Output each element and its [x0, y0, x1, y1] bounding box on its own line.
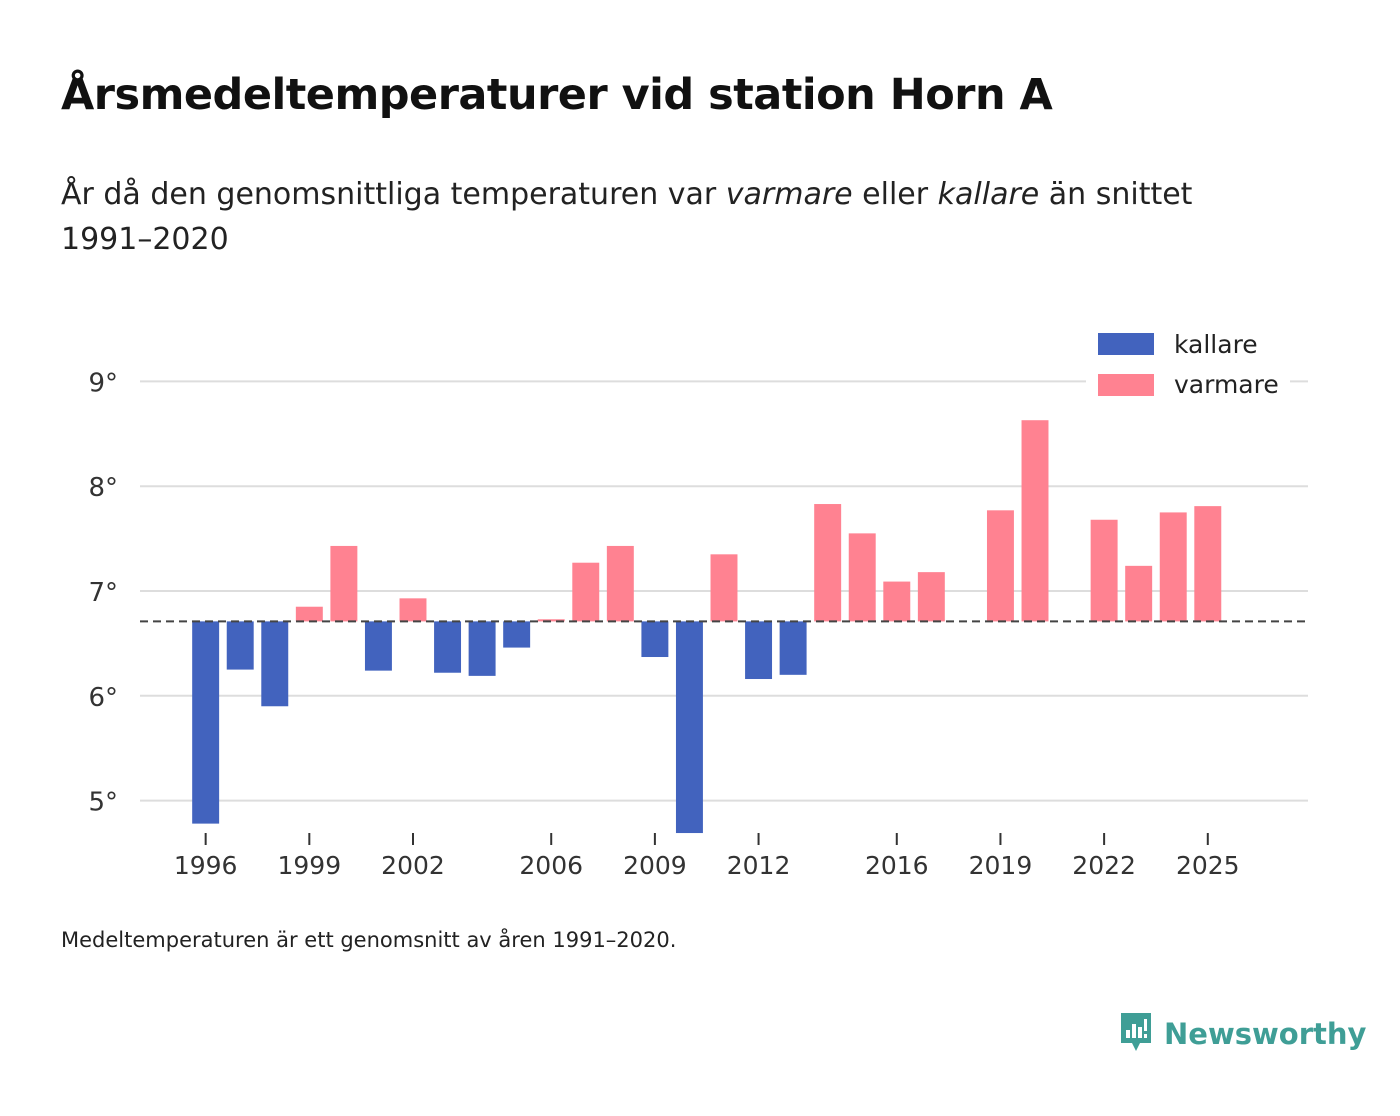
bar-2024 — [1159, 512, 1187, 622]
newsworthy-logo-icon — [1118, 1010, 1154, 1058]
legend-colder-label: kallare — [1174, 330, 1258, 359]
bar-1997 — [226, 621, 254, 670]
legend-warmer-label: varmare — [1174, 370, 1279, 399]
brand-logo: Newsworthy — [1118, 1010, 1366, 1058]
bar-2009 — [641, 621, 669, 658]
bar-2019 — [986, 510, 1014, 622]
bar-2013 — [779, 621, 807, 675]
bar-2016 — [883, 581, 911, 622]
subtitle-colder-word: kallare — [937, 177, 1040, 212]
bar-2014 — [814, 504, 842, 622]
bar-2006 — [537, 619, 565, 622]
bar-2023 — [1125, 565, 1153, 622]
bar-2015 — [848, 533, 876, 622]
subtitle-warmer-word: varmare — [725, 177, 853, 212]
chart-title: Årsmedeltemperaturer vid station Horn A — [61, 70, 1053, 120]
x-tick-label: 1996 — [174, 851, 238, 880]
y-tick-label: 9° — [88, 368, 118, 398]
subtitle-text-before: År då den genomsnittliga temperaturen va… — [61, 177, 726, 212]
x-tick-label: 2019 — [969, 851, 1033, 880]
bar-2008 — [606, 545, 634, 622]
y-axis-ticks: 5° 6° 7° 8° 9° — [88, 368, 118, 817]
x-tick-label: 2022 — [1072, 851, 1136, 880]
x-tick-label: 1999 — [278, 851, 342, 880]
bar-2001 — [364, 621, 392, 671]
y-tick-label: 5° — [88, 788, 118, 818]
bar-1999 — [295, 606, 323, 622]
bar-1998 — [261, 621, 289, 707]
legend: kallare varmare — [1086, 322, 1290, 402]
bar-2011 — [710, 554, 738, 622]
y-tick-label: 8° — [88, 473, 118, 503]
legend-colder-swatch — [1098, 333, 1154, 355]
bar-2012 — [745, 621, 773, 680]
y-tick-label: 7° — [88, 578, 118, 608]
bar-2004 — [468, 621, 496, 676]
x-tick-label: 2016 — [865, 851, 929, 880]
bar-2017 — [917, 572, 945, 622]
bar-2022 — [1090, 519, 1118, 622]
bars — [192, 420, 1222, 834]
x-tick-label: 2012 — [727, 851, 791, 880]
bar-1996 — [192, 621, 220, 824]
footnote: Medeltemperaturen är ett genomsnitt av å… — [61, 928, 677, 952]
y-tick-label: 6° — [88, 683, 118, 713]
chart-subtitle: År då den genomsnittliga temperaturen va… — [61, 172, 1291, 262]
brand-name: Newsworthy — [1164, 1017, 1367, 1051]
bar-2000 — [330, 545, 358, 622]
bar-2002 — [399, 598, 427, 622]
x-tick-label: 2009 — [623, 851, 687, 880]
x-tick-label: 2006 — [519, 851, 583, 880]
x-axis-ticks: 1996 1999 2002 2006 2009 2012 2016 2019 2022 2025 — [174, 833, 1240, 880]
bar-2020 — [1021, 420, 1049, 622]
bar-2025 — [1194, 506, 1222, 622]
subtitle-text-middle: eller — [852, 177, 938, 212]
x-tick-label: 2025 — [1176, 851, 1240, 880]
bar-2010 — [675, 621, 703, 834]
subtitle-text-after: än snittet 1991–2020 — [61, 177, 1193, 257]
bar-2003 — [434, 621, 462, 673]
x-tick-label: 2002 — [381, 851, 445, 880]
legend-warmer-swatch — [1098, 374, 1154, 396]
bar-2005 — [503, 621, 531, 648]
bar-2007 — [572, 562, 600, 622]
